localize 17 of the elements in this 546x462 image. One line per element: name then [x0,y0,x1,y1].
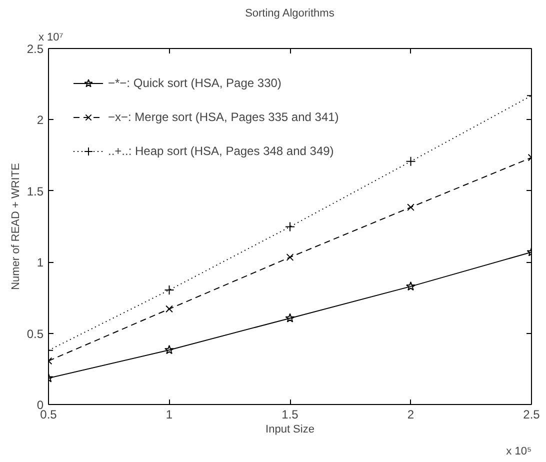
x-tick-label: 1 [166,408,173,422]
text: x 10⁵ [506,446,532,458]
y-tick-label: 1.5 [26,184,44,198]
x-axis-title: Input Size [266,424,314,436]
x-tick-label: 1.5 [282,408,299,422]
y-tick-label: 2 [36,113,44,128]
legend-label: −x−: Merge sort (HSA, Pages 335 and 341) [108,110,339,124]
legend-label: −*−: Quick sort (HSA, Page 330) [108,76,282,90]
x-tick-label: 2 [407,408,414,422]
y-tick-label: 0.5 [26,326,44,341]
y-tick-label: 1 [36,256,44,270]
y-tick-label: 2.5 [26,42,44,56]
text: x 10⁷ [38,32,64,44]
legend-label: ..+..: Heap sort (HSA, Pages 348 and 349) [108,144,334,158]
chart-title: Sorting Algorithms [245,8,335,20]
y-axis-title: Numer of READ + WRITE [10,163,22,290]
x-tick-label: 2.5 [523,408,540,422]
